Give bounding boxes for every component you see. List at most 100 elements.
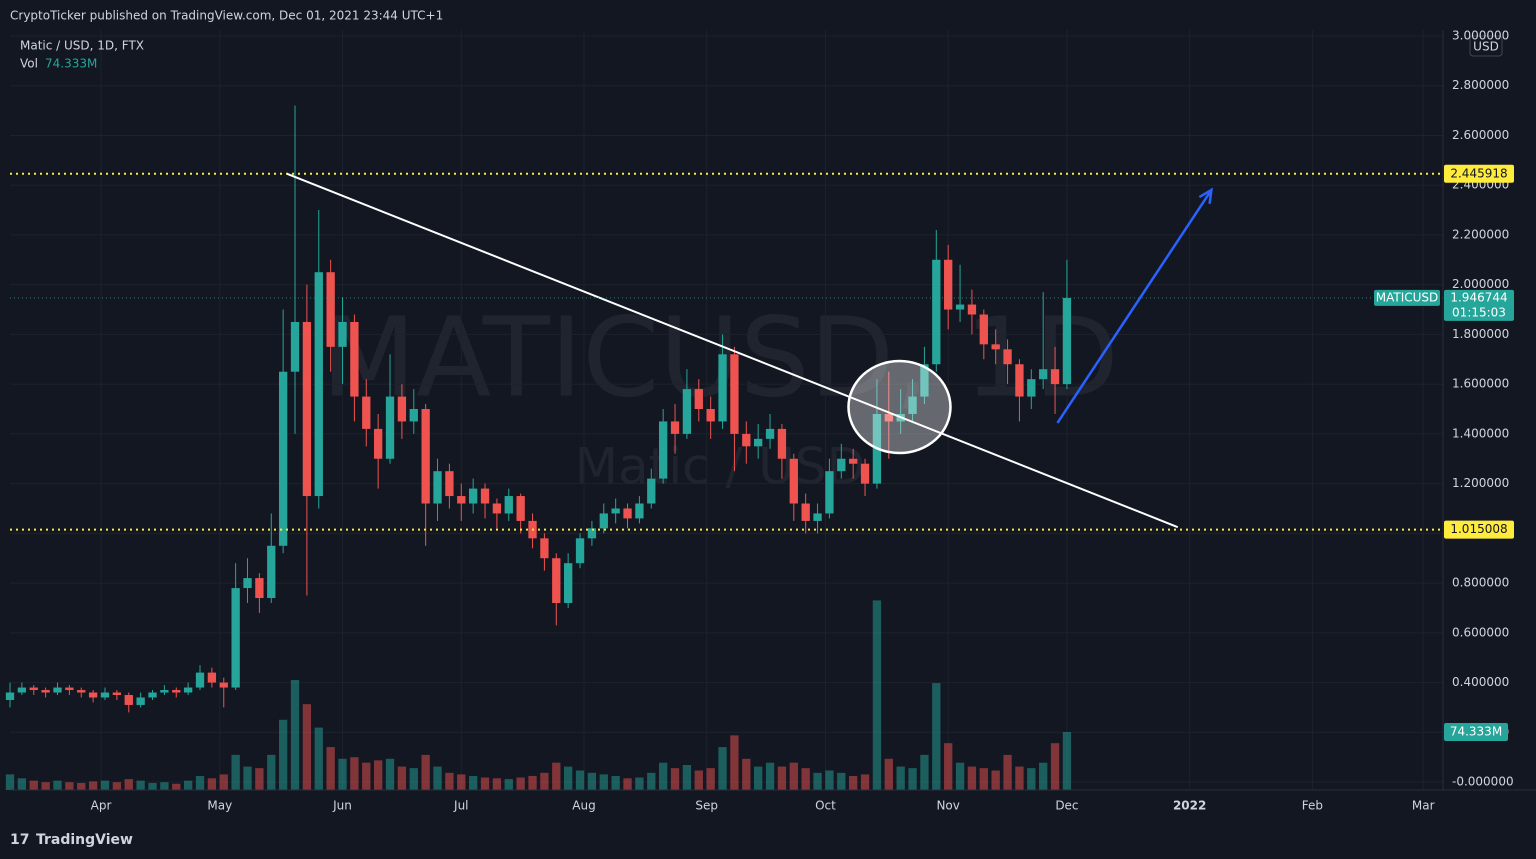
x-tick-label: Aug	[572, 799, 595, 813]
volume-bar	[457, 774, 466, 790]
candle-body	[944, 259, 953, 310]
plot	[5, 30, 1443, 790]
volume-bar	[564, 766, 573, 790]
volume-bar	[17, 778, 27, 790]
candle-body	[979, 314, 988, 345]
candle-body	[219, 682, 228, 688]
candle-body	[267, 545, 276, 599]
volume-bar	[789, 762, 798, 790]
candle-body	[421, 409, 430, 504]
candle-body	[350, 321, 359, 397]
volume-bar	[694, 770, 703, 790]
volume-bar	[765, 762, 775, 790]
last-price-label: 1.946744	[1450, 290, 1507, 304]
y-tick-label: 2.800000	[1452, 78, 1509, 92]
candle-body	[825, 471, 834, 514]
y-tick-label: 0.800000	[1452, 576, 1509, 590]
countdown: 01:15:03	[1452, 305, 1506, 319]
candle-body	[682, 389, 692, 434]
volume-bar	[1003, 754, 1012, 790]
candle-body	[623, 508, 632, 519]
volume-bar	[124, 779, 133, 790]
candle-body	[100, 692, 110, 698]
candle-body	[611, 508, 620, 514]
volume-bar	[267, 754, 276, 790]
symbol-label: MATICUSD	[1376, 290, 1439, 304]
symbol-box	[1374, 289, 1440, 306]
level-label-box	[1444, 520, 1514, 539]
volume-bar	[65, 782, 74, 790]
volume-bar	[492, 778, 502, 790]
candle-body	[243, 578, 252, 589]
volume-bar	[932, 683, 941, 790]
brand-logo: 𝟭𝟳	[10, 832, 29, 848]
volume-bar	[480, 777, 490, 790]
volume-bar	[587, 772, 597, 790]
candle-body	[1027, 379, 1036, 397]
candle-body	[195, 672, 205, 688]
y-tick-label: 1.200000	[1452, 476, 1509, 490]
volume-bar	[670, 768, 680, 790]
volume-label-box	[1444, 722, 1508, 741]
volume-bar	[1039, 762, 1048, 790]
volume-bar	[754, 766, 763, 790]
volume-bar	[777, 766, 787, 790]
volume-bar	[409, 768, 418, 790]
candle-body	[1039, 369, 1048, 380]
level-label: 1.015008	[1450, 522, 1507, 536]
volume-bar	[730, 735, 739, 790]
currency-box[interactable]	[1469, 35, 1503, 57]
watermark-sub: Matic / USD	[575, 438, 865, 496]
volume-bar	[136, 780, 145, 790]
volume-bar	[718, 747, 727, 790]
candle-body	[587, 528, 597, 539]
volume-bar	[112, 782, 122, 790]
brand: TradingView	[36, 832, 133, 848]
volume-bar	[183, 780, 193, 790]
y-tick-label: -0.000000	[1452, 775, 1514, 789]
volume-bar	[5, 774, 15, 790]
volume-bar	[540, 772, 549, 790]
x-tick-label: Jun	[332, 799, 352, 813]
volume-bar	[516, 777, 525, 790]
candle-body	[5, 692, 15, 700]
volume-bar	[338, 758, 347, 790]
candle-body	[813, 513, 822, 521]
volume-bar	[647, 772, 656, 790]
volume-bar	[967, 766, 977, 790]
x-tick-label: 2022	[1173, 799, 1206, 813]
candle-body	[124, 695, 133, 705]
volume-bar	[552, 762, 561, 790]
candle-body	[255, 578, 264, 599]
volume-bar	[373, 760, 383, 790]
candle-body	[492, 503, 502, 514]
candle-body	[504, 496, 513, 514]
x-tick-label: Mar	[1412, 799, 1435, 813]
volume-bar	[421, 754, 430, 790]
candle-body	[670, 421, 680, 434]
candle-body	[718, 354, 727, 422]
volume-bar	[243, 766, 252, 790]
volume-bar	[1027, 768, 1036, 790]
candle-body	[29, 687, 38, 691]
volume-bar	[860, 774, 870, 790]
candle-body	[468, 488, 478, 504]
x-tick-label: Sep	[695, 799, 718, 813]
volume-bar	[979, 768, 988, 790]
x-tick-label: Apr	[91, 799, 112, 813]
candle-body	[207, 672, 217, 683]
volume-name: Vol	[20, 57, 38, 71]
candle-body	[730, 354, 739, 434]
currency[interactable]: USD	[1473, 40, 1499, 54]
candle-body	[789, 458, 798, 504]
volume-bar	[278, 719, 288, 790]
volume-bar	[884, 758, 893, 790]
volume-bar	[314, 727, 323, 790]
candle-body	[231, 588, 240, 688]
volume-bar	[326, 747, 335, 790]
arrow-head	[1198, 187, 1214, 204]
x-tick-label: Nov	[936, 799, 959, 813]
volume-bar	[148, 782, 157, 790]
volume-bar	[504, 779, 513, 790]
candle-body	[837, 458, 846, 472]
